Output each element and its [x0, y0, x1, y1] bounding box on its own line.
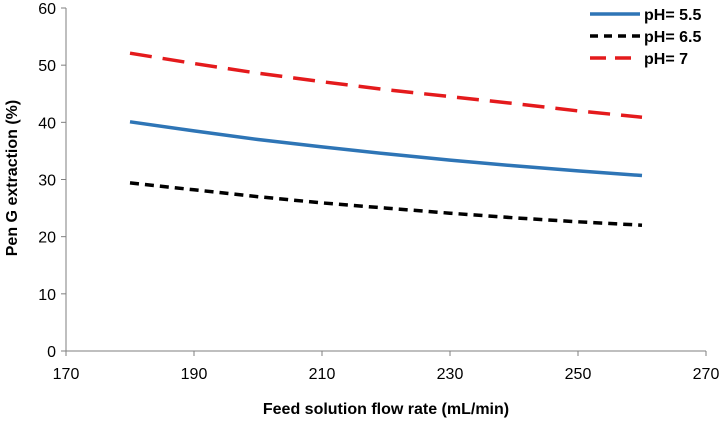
- legend: pH= 5.5 pH= 6.5 pH= 7: [590, 7, 701, 68]
- series-line-1: [129, 120, 643, 178]
- y-tick-label: 10: [38, 287, 56, 304]
- y-axis: 0 10 20 30 40 50 60: [38, 1, 67, 361]
- y-tick-label: 20: [38, 230, 56, 247]
- x-axis: 170 190 210 230 250 270: [53, 350, 720, 383]
- x-axis-title: Feed solution flow rate (mL/min): [263, 401, 509, 418]
- y-axis-title: Pen G extraction (%): [4, 100, 21, 256]
- series-lines: [129, 51, 643, 227]
- x-tick-label: 230: [437, 366, 464, 383]
- y-tick-label: 40: [38, 115, 56, 132]
- legend-label-2: pH= 6.5: [644, 29, 701, 46]
- y-tick-label: 50: [38, 58, 56, 75]
- x-tick-label: 170: [53, 366, 80, 383]
- y-tick-label: 30: [38, 173, 56, 190]
- series-line-2: [129, 181, 643, 227]
- x-tick-label: 210: [309, 366, 336, 383]
- series-line-3: [129, 51, 643, 119]
- x-tick-label: 250: [565, 366, 592, 383]
- x-tick-label: 270: [693, 366, 720, 383]
- x-tick-label: 190: [181, 366, 208, 383]
- y-tick-label: 60: [38, 1, 56, 18]
- y-tick-label: 0: [47, 344, 56, 361]
- legend-label-1: pH= 5.5: [644, 7, 701, 24]
- legend-label-3: pH= 7: [644, 51, 688, 68]
